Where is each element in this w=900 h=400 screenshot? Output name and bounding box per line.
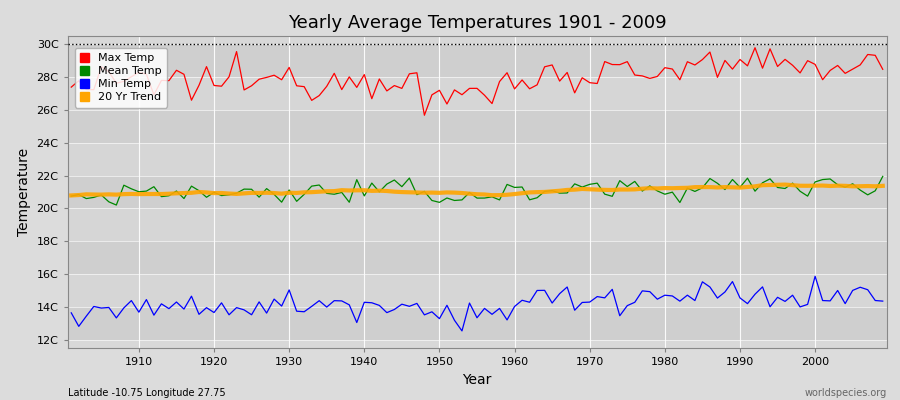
Legend: Max Temp, Mean Temp, Min Temp, 20 Yr Trend: Max Temp, Mean Temp, Min Temp, 20 Yr Tre… (75, 48, 167, 108)
Bar (68, 241, 886, 274)
Text: Latitude -10.75 Longitude 27.75: Latitude -10.75 Longitude 27.75 (68, 388, 225, 398)
Bar (68, 208, 886, 241)
Bar (68, 143, 886, 176)
Text: worldspecies.org: worldspecies.org (805, 388, 886, 398)
Bar (68, 110, 886, 143)
Y-axis label: Temperature: Temperature (17, 148, 31, 236)
Bar (68, 307, 886, 340)
Bar (68, 176, 886, 208)
Bar (68, 274, 886, 307)
Title: Yearly Average Temperatures 1901 - 2009: Yearly Average Temperatures 1901 - 2009 (288, 14, 666, 32)
Bar (68, 77, 886, 110)
Bar (68, 44, 886, 77)
X-axis label: Year: Year (463, 372, 491, 386)
